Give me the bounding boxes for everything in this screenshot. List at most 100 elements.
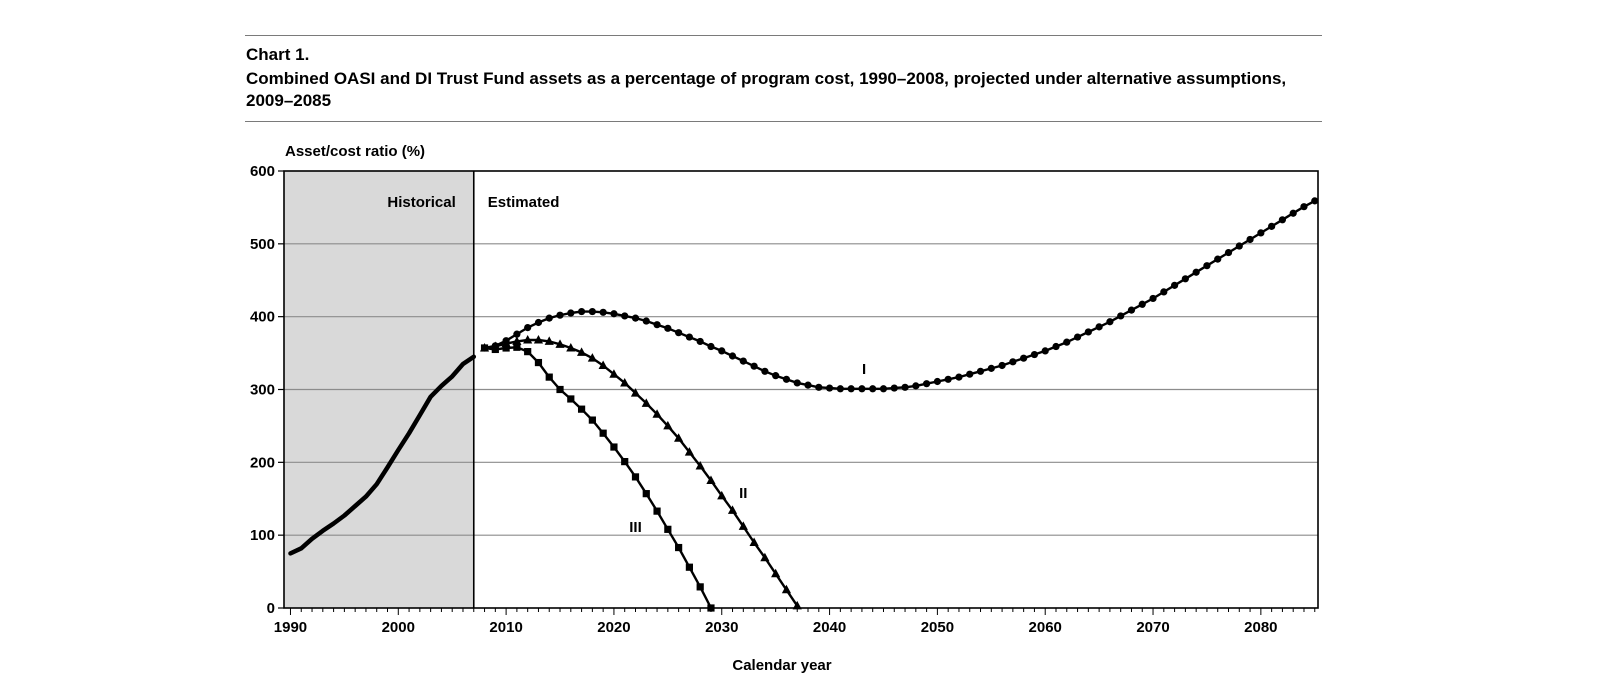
historical-label: Historical — [387, 194, 455, 211]
data-point — [663, 420, 673, 430]
data-point — [890, 384, 898, 392]
data-point — [728, 352, 737, 360]
data-point — [706, 475, 716, 485]
data-point — [610, 310, 618, 318]
data-point — [545, 373, 553, 381]
y-axis-title: Asset/cost ratio (%) — [285, 143, 425, 160]
data-point — [1203, 262, 1211, 270]
data-point — [609, 369, 619, 378]
data-point — [1300, 203, 1308, 211]
data-point — [534, 358, 543, 367]
y-tick-label: 300 — [250, 382, 275, 399]
y-tick-label: 200 — [250, 454, 275, 471]
chart-title: Combined OASI and DI Trust Fund assets a… — [246, 69, 1287, 110]
data-point — [1257, 229, 1265, 237]
y-tick-label: 600 — [250, 163, 275, 180]
data-point — [912, 382, 920, 390]
data-point — [545, 314, 553, 322]
chart-number: Chart 1. — [246, 45, 310, 64]
data-point — [620, 377, 630, 387]
data-point — [749, 537, 759, 546]
y-tick-label: 0 — [267, 600, 275, 617]
data-point — [534, 318, 543, 327]
data-point — [1289, 209, 1297, 217]
data-point — [523, 334, 533, 344]
data-point — [966, 370, 974, 378]
series-ii-label: II — [739, 485, 747, 502]
series-i-label: I — [862, 361, 866, 378]
data-point — [847, 385, 855, 393]
data-point — [1041, 347, 1049, 355]
data-point — [653, 321, 661, 329]
data-point — [761, 367, 769, 375]
data-point — [1009, 358, 1017, 366]
data-point — [587, 353, 597, 362]
title-rule — [245, 121, 1322, 122]
data-point — [652, 409, 662, 418]
data-point — [491, 345, 499, 354]
data-point — [544, 336, 554, 345]
data-point — [772, 372, 780, 380]
data-point — [1117, 312, 1125, 320]
x-axis-title: Calendar year — [732, 657, 831, 674]
data-point — [1063, 338, 1071, 346]
data-point — [1268, 222, 1276, 230]
series-ii: II — [479, 334, 802, 610]
data-point — [1106, 318, 1114, 326]
data-point — [1160, 288, 1168, 296]
data-point — [631, 473, 640, 481]
series-i-line — [483, 199, 1316, 390]
data-point — [1030, 350, 1039, 359]
x-tick-label: 2060 — [1029, 619, 1062, 636]
data-point — [858, 385, 866, 393]
x-tick-label: 2000 — [382, 619, 415, 636]
series-historical-line — [288, 354, 477, 556]
data-point — [1095, 323, 1103, 331]
data-point — [739, 357, 747, 365]
data-point — [933, 377, 941, 386]
data-point — [502, 344, 510, 352]
series-ii-line — [483, 338, 799, 607]
data-point — [674, 433, 684, 442]
y-tick-label: 400 — [250, 309, 275, 326]
series-iii-line — [483, 346, 713, 610]
data-point — [901, 383, 909, 391]
series-i: I — [480, 197, 1319, 393]
data-point — [567, 395, 575, 403]
data-point — [631, 314, 640, 322]
series-iii: III — [480, 343, 715, 612]
data-point — [621, 312, 629, 320]
data-point — [524, 348, 532, 356]
data-point — [976, 367, 985, 375]
data-point — [707, 342, 715, 351]
x-tick-label: 2030 — [705, 619, 738, 636]
x-tick-label: 2040 — [813, 619, 846, 636]
data-point — [610, 443, 618, 451]
data-point — [621, 458, 629, 466]
data-point — [598, 360, 608, 369]
data-point — [1084, 328, 1092, 336]
data-point — [588, 307, 596, 316]
data-point — [685, 563, 694, 571]
data-point — [1214, 255, 1222, 263]
data-point — [825, 384, 834, 392]
data-point — [1127, 306, 1136, 314]
plot-frame — [283, 170, 1319, 609]
data-point — [696, 583, 704, 591]
data-point — [513, 330, 521, 338]
data-point — [781, 584, 792, 594]
data-point — [1235, 242, 1243, 250]
data-point — [577, 405, 586, 413]
data-point — [599, 308, 607, 316]
data-point — [664, 324, 672, 332]
data-point — [1192, 268, 1200, 276]
data-point — [869, 385, 877, 393]
data-point — [727, 505, 738, 514]
data-point — [577, 307, 586, 316]
data-point — [792, 600, 802, 610]
data-point — [944, 375, 952, 383]
data-point — [684, 447, 695, 456]
data-point — [771, 568, 781, 578]
data-point — [533, 334, 544, 344]
